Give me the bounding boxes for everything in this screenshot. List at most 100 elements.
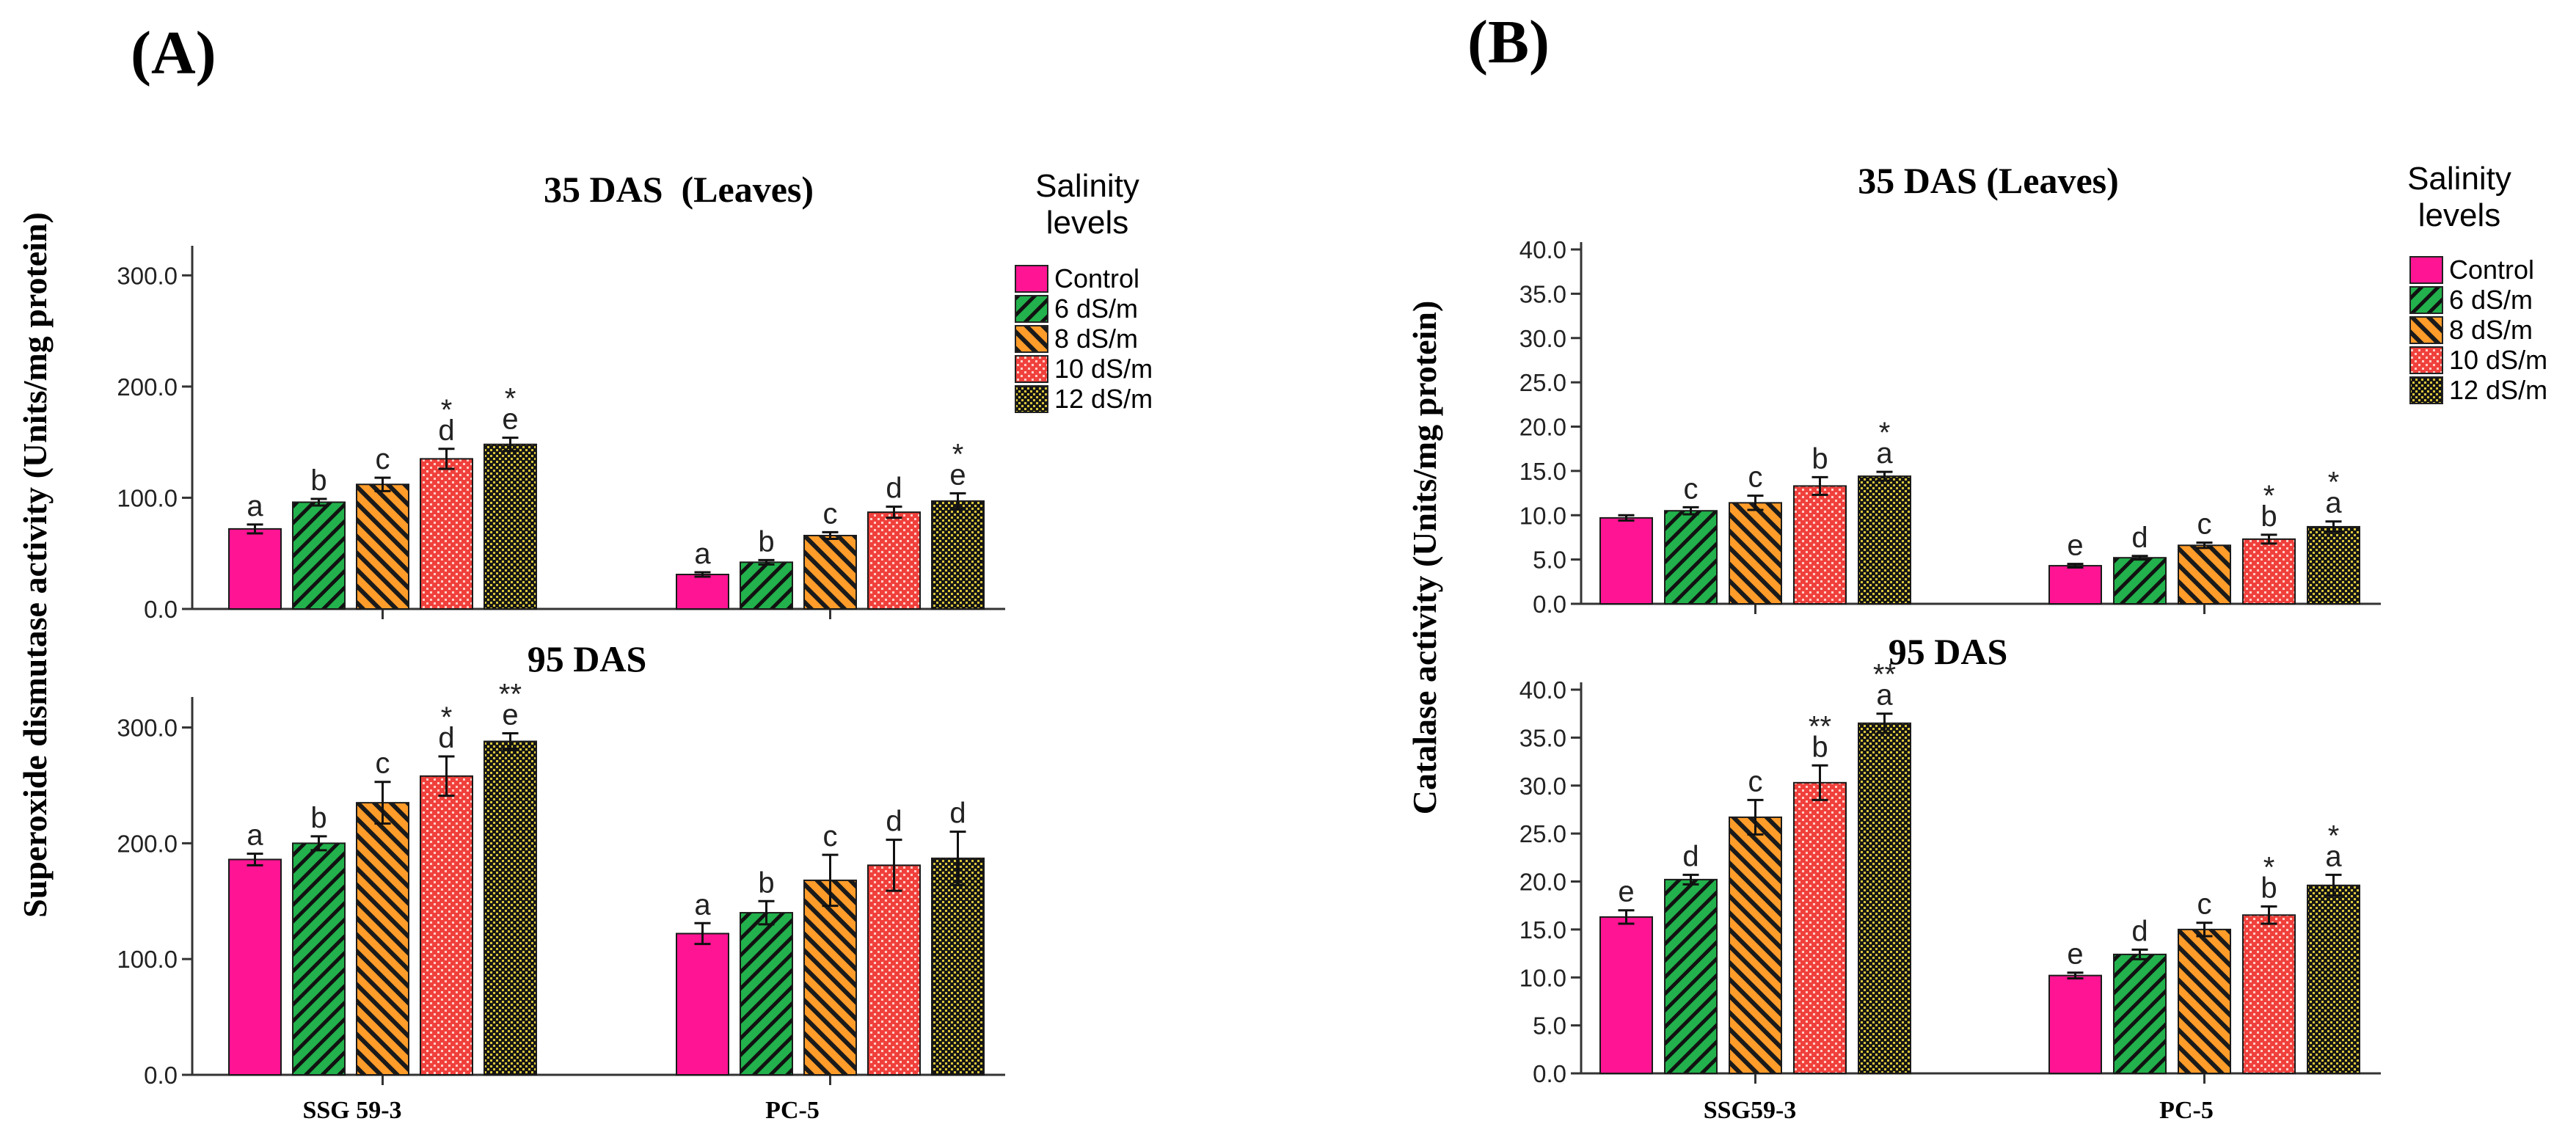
bar-6ds-pc5 <box>2113 557 2167 605</box>
significance-stars: * <box>441 701 453 734</box>
legend-b-title-line2: levels <box>2418 197 2501 233</box>
legend-b-item-8ds: 8 dS/m <box>2449 315 2533 345</box>
y-tick-label: 10.0 <box>1519 502 1566 529</box>
y-tick-label: 200.0 <box>117 373 178 401</box>
significance-letter: a <box>1876 437 1893 470</box>
bar-10ds-pc5 <box>2242 538 2296 605</box>
legend-a-item-8ds: 8 dS/m <box>1054 324 1138 354</box>
bar-6ds-pc5 <box>2113 953 2167 1074</box>
significance-letter: a <box>247 820 263 852</box>
legend-b-swatch-10ds <box>2409 346 2443 374</box>
legend-a-swatch-8ds <box>1015 325 1048 353</box>
legend-b-swatch-6ds <box>2409 286 2443 314</box>
bar-control-ssg <box>1599 916 1653 1074</box>
significance-stars: * <box>2328 467 2340 499</box>
significance-letter: d <box>886 472 902 505</box>
bar-8ds-ssg <box>1729 502 1782 605</box>
bar-6ds-ssg <box>292 842 346 1076</box>
bar-12ds-pc5 <box>931 500 985 610</box>
significance-stars: ** <box>1809 710 1831 742</box>
y-tick-label: 5.0 <box>1533 1012 1566 1040</box>
legend-a-item-10ds: 10 dS/m <box>1054 354 1153 384</box>
y-tick-label: 5.0 <box>1533 547 1566 574</box>
bar-10ds-ssg <box>1793 485 1847 605</box>
y-tick-label: 40.0 <box>1519 676 1566 704</box>
legend-b-swatch-control <box>2409 256 2443 284</box>
bar-10ds-pc5 <box>867 511 921 610</box>
significance-letter: d <box>949 798 966 830</box>
y-tick-label: 15.0 <box>1519 458 1566 485</box>
bar-8ds-pc5 <box>803 879 857 1076</box>
bar-10ds-ssg <box>420 775 473 1076</box>
panel-a-category-ssg: SSG 59-3 <box>302 1097 401 1124</box>
significance-letter: b <box>1811 731 1828 763</box>
bar-12ds-ssg <box>1858 475 1911 605</box>
bar-control-pc5 <box>676 574 729 610</box>
bar-12ds-pc5 <box>2307 884 2360 1074</box>
y-tick-label: 25.0 <box>1519 820 1566 847</box>
bar-12ds-pc5 <box>2307 525 2360 605</box>
chart-b-top-title: 35 DAS (Leaves) <box>1858 160 2119 201</box>
significance-letter: d <box>886 806 902 838</box>
significance-letter: e <box>2067 530 2083 562</box>
catalase-95das-chart: 0.0 5.0 10.0 15.0 20.0 25.0 30.0 35.0 40.0 e e d d c c… <box>1519 659 2381 1087</box>
significance-letter: c <box>376 748 390 780</box>
significance-letter: e <box>949 459 966 491</box>
significance-letter: b <box>310 802 326 834</box>
significance-stars: ** <box>499 678 522 710</box>
significance-letter: d <box>438 415 454 447</box>
significance-letter: b <box>2261 872 2277 904</box>
y-tick-label: 0.0 <box>144 1062 178 1089</box>
bar-10ds-pc5 <box>867 864 921 1076</box>
chart-a-top-title: 35 DAS (Leaves) <box>544 169 814 210</box>
legend-b: Salinity levels Control 6 dS/m 8 dS/m 10… <box>2407 161 2547 405</box>
panel-b-category-pc5: PC-5 <box>2159 1097 2214 1124</box>
y-tick-label: 20.0 <box>1519 869 1566 896</box>
significance-letter: a <box>247 490 263 522</box>
y-tick-label: 100.0 <box>117 946 178 973</box>
y-tick-label: 30.0 <box>1519 325 1566 352</box>
significance-letter: b <box>2261 500 2277 533</box>
significance-letter: a <box>694 538 711 570</box>
bar-control-ssg <box>1599 517 1653 605</box>
y-tick-label: 0.0 <box>144 596 178 623</box>
bar-6ds-ssg <box>1664 510 1718 605</box>
significance-letter: d <box>1682 840 1699 872</box>
bar-8ds-pc5 <box>2178 928 2231 1074</box>
significance-letter: c <box>1748 461 1763 494</box>
significance-stars: * <box>441 394 453 426</box>
significance-stars: * <box>1879 417 1891 449</box>
panel-a-category-pc5: PC-5 <box>765 1097 820 1124</box>
bar-10ds-ssg <box>1793 781 1847 1074</box>
significance-stars: ** <box>1873 659 1896 691</box>
chart-a-bottom-title: 95 DAS <box>528 638 647 679</box>
significance-letter: c <box>376 443 390 475</box>
legend-b-swatch-12ds <box>2409 376 2443 404</box>
y-tick-label: 25.0 <box>1519 369 1566 396</box>
significance-letter: b <box>1811 442 1828 475</box>
significance-letter: d <box>438 722 454 754</box>
significance-letter: a <box>2325 840 2342 872</box>
bar-8ds-ssg <box>356 802 409 1076</box>
legend-a-item-control: Control <box>1054 263 1139 293</box>
legend-a: Salinity levels Control 6 dS/m 8 dS/m 10… <box>1015 168 1153 414</box>
significance-letter: a <box>1876 679 1893 712</box>
legend-b-swatch-8ds <box>2409 316 2443 344</box>
bar-8ds-ssg <box>356 483 409 610</box>
bar-6ds-ssg <box>1664 878 1718 1074</box>
significance-stars: * <box>952 438 964 470</box>
legend-b-item-control: Control <box>2449 255 2534 285</box>
bar-12ds-pc5 <box>931 857 985 1076</box>
bar-10ds-ssg <box>420 458 473 610</box>
bar-8ds-pc5 <box>803 534 857 610</box>
bar-6ds-pc5 <box>740 561 793 610</box>
y-tick-label: 35.0 <box>1519 280 1566 307</box>
legend-a-swatch-10ds <box>1015 355 1048 383</box>
legend-a-title-line2: levels <box>1046 205 1129 241</box>
significance-letter: a <box>694 888 711 921</box>
significance-letter: e <box>1618 876 1634 908</box>
bar-control-ssg <box>228 858 282 1076</box>
panel-b-category-ssg: SSG59-3 <box>1704 1097 1797 1124</box>
